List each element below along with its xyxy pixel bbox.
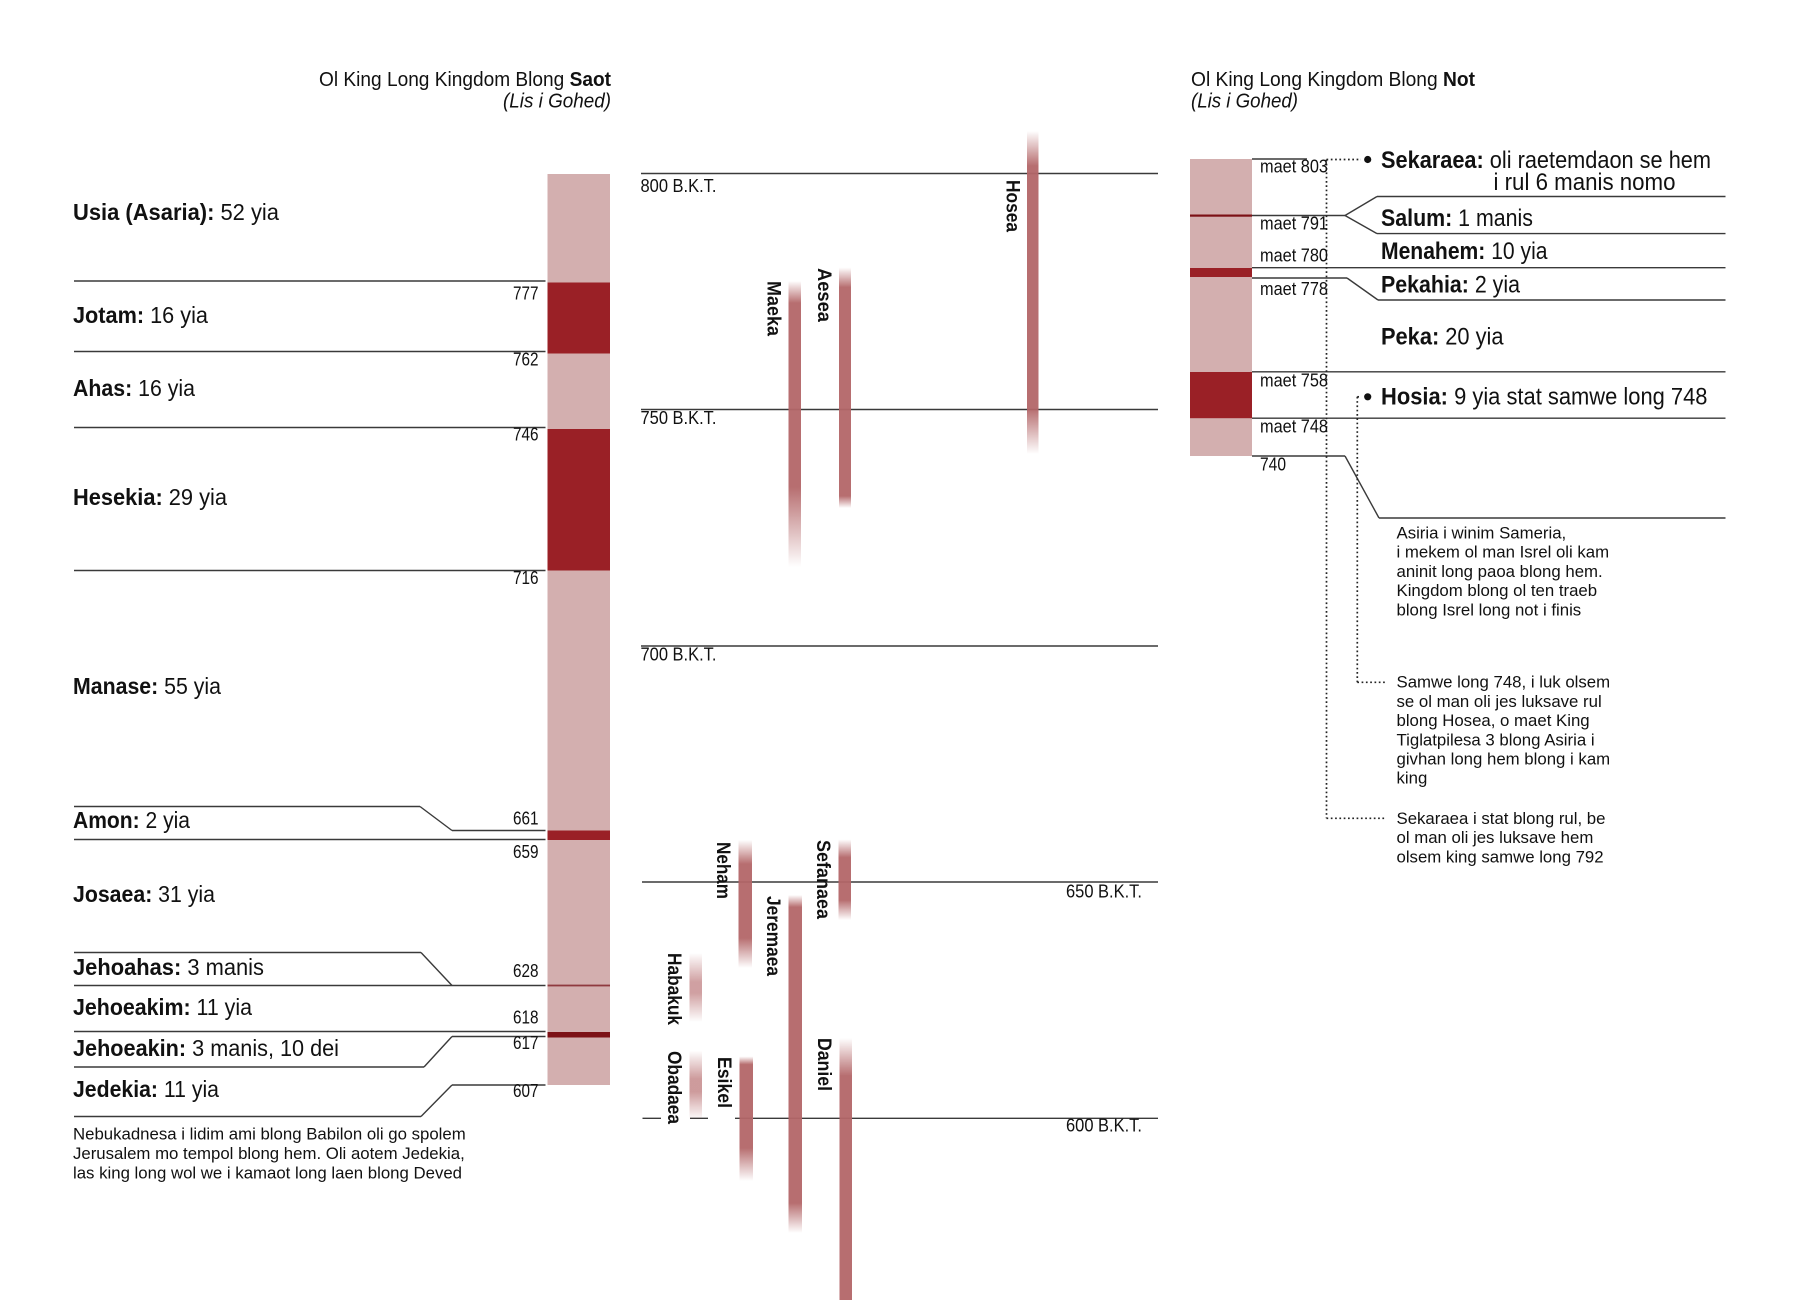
svg-text:Jotam: 16 yia: Jotam: 16 yia <box>73 302 209 328</box>
svg-text:Hesekia: 29 yia: Hesekia: 29 yia <box>73 484 228 510</box>
svg-text:762: 762 <box>513 350 539 370</box>
svg-text:740: 740 <box>1260 455 1286 475</box>
svg-text:ol man oli jes luksave hem: ol man oli jes luksave hem <box>1397 828 1594 847</box>
svg-text:olsem king samwe long 792: olsem king samwe long 792 <box>1397 847 1604 866</box>
svg-text:Peka: 20 yia: Peka: 20 yia <box>1381 324 1504 351</box>
svg-text:maet 778: maet 778 <box>1260 279 1328 299</box>
svg-text:Neham: Neham <box>712 842 734 899</box>
svg-text:Salum: 1 manis: Salum: 1 manis <box>1381 205 1533 232</box>
svg-text:700 B.K.T.: 700 B.K.T. <box>641 645 717 665</box>
svg-text:777: 777 <box>513 284 539 304</box>
svg-text:maet 780: maet 780 <box>1260 246 1328 266</box>
svg-text:se ol man oli jes luksave rul: se ol man oli jes luksave rul <box>1397 692 1602 711</box>
svg-text:Nebukadnesa i lidim ami blong: Nebukadnesa i lidim ami blong Babilon ol… <box>73 1124 466 1143</box>
svg-text:Jehoeakin: 3 manis, 10 dei: Jehoeakin: 3 manis, 10 dei <box>73 1035 339 1061</box>
svg-text:Jehoeakim: 11 yia: Jehoeakim: 11 yia <box>73 994 253 1020</box>
svg-text:Ol King Long Kingdom Blong Not: Ol King Long Kingdom Blong Not <box>1191 68 1475 91</box>
svg-text:650 B.K.T.: 650 B.K.T. <box>1066 882 1142 902</box>
svg-text:maet 803: maet 803 <box>1260 157 1328 177</box>
svg-text:Kingdom blong ol ten traeb: Kingdom blong ol ten traeb <box>1397 581 1598 600</box>
svg-text:Jeremaea: Jeremaea <box>762 896 784 976</box>
svg-text:Sefanaea: Sefanaea <box>812 840 834 919</box>
svg-text:(Lis i Gohed): (Lis i Gohed) <box>1191 90 1298 113</box>
svg-text:Sekaraea: oli raetemdaon se he: Sekaraea: oli raetemdaon se hem <box>1381 147 1711 174</box>
svg-text:750 B.K.T.: 750 B.K.T. <box>641 408 717 428</box>
svg-text:Esikel: Esikel <box>713 1057 735 1108</box>
svg-text:Menahem: 10 yia: Menahem: 10 yia <box>1381 238 1548 265</box>
svg-text:Sekaraea i stat blong rul, be: Sekaraea i stat blong rul, be <box>1397 809 1606 828</box>
svg-text:Asiria i winim Sameria,: Asiria i winim Sameria, <box>1397 524 1567 543</box>
svg-text:i mekem ol man Isrel oli kam: i mekem ol man Isrel oli kam <box>1397 543 1610 562</box>
svg-text:Amon: 2 yia: Amon: 2 yia <box>73 807 191 833</box>
svg-text:Habakuk: Habakuk <box>663 953 685 1025</box>
svg-text:Hosia: 9 yia stat samwe long 7: Hosia: 9 yia stat samwe long 748 <box>1381 384 1708 411</box>
svg-text:746: 746 <box>513 425 539 445</box>
svg-text:Pekahia: 2 yia: Pekahia: 2 yia <box>1381 272 1521 299</box>
svg-text:600 B.K.T.: 600 B.K.T. <box>1066 1116 1142 1136</box>
svg-text:Ahas: 16 yia: Ahas: 16 yia <box>73 375 196 401</box>
svg-text:Manase: 55 yia: Manase: 55 yia <box>73 673 222 699</box>
svg-text:Usia (Asaria): 52 yia: Usia (Asaria): 52 yia <box>73 199 280 225</box>
svg-text:Hosea: Hosea <box>1002 180 1024 232</box>
svg-text:las king long wol we i kamaot: las king long wol we i kamaot long laen … <box>73 1163 462 1182</box>
svg-text:659: 659 <box>513 842 539 862</box>
svg-text:Josaea: 31 yia: Josaea: 31 yia <box>73 881 216 907</box>
svg-text:716: 716 <box>513 568 539 588</box>
svg-text:Jehoahas: 3 manis: Jehoahas: 3 manis <box>73 954 264 980</box>
svg-text:661: 661 <box>513 809 539 829</box>
svg-text:blong Isrel long not i finis: blong Isrel long not i finis <box>1397 600 1582 619</box>
svg-text:i rul 6 manis nomo: i rul 6 manis nomo <box>1494 169 1676 196</box>
svg-text:Jedekia: 11 yia: Jedekia: 11 yia <box>73 1076 220 1102</box>
svg-text:aninit long paoa blong hem.: aninit long paoa blong hem. <box>1397 562 1603 581</box>
svg-text:Obadaea: Obadaea <box>663 1051 685 1124</box>
svg-text:maet 791: maet 791 <box>1260 214 1328 234</box>
svg-text:blong Hosea, o maet King: blong Hosea, o maet King <box>1397 711 1590 730</box>
svg-text:Jerusalem mo tempol blong hem.: Jerusalem mo tempol blong hem. Oli aotem… <box>73 1144 465 1163</box>
svg-text:Maeka: Maeka <box>762 281 784 336</box>
svg-text:Ol King Long Kingdom Blong Sao: Ol King Long Kingdom Blong Saot <box>319 68 611 91</box>
svg-text:628: 628 <box>513 961 539 981</box>
svg-text:(Lis i Gohed): (Lis i Gohed) <box>503 90 611 113</box>
svg-text:Daniel: Daniel <box>813 1038 835 1091</box>
svg-text:800 B.K.T.: 800 B.K.T. <box>641 176 717 196</box>
svg-text:Aesea: Aesea <box>813 268 835 322</box>
svg-text:givhan long hem blong i kam: givhan long hem blong i kam <box>1397 750 1611 769</box>
svg-text:607: 607 <box>513 1081 539 1101</box>
svg-text:king: king <box>1397 769 1428 788</box>
svg-text:maet 758: maet 758 <box>1260 371 1328 391</box>
svg-text:617: 617 <box>513 1033 539 1053</box>
svg-text:Samwe long 748, i luk olsem: Samwe long 748, i luk olsem <box>1397 673 1611 692</box>
svg-text:618: 618 <box>513 1008 539 1028</box>
svg-text:maet 748: maet 748 <box>1260 417 1328 437</box>
svg-text:Tiglatpilesa 3 blong Asiria i: Tiglatpilesa 3 blong Asiria i <box>1397 730 1595 749</box>
